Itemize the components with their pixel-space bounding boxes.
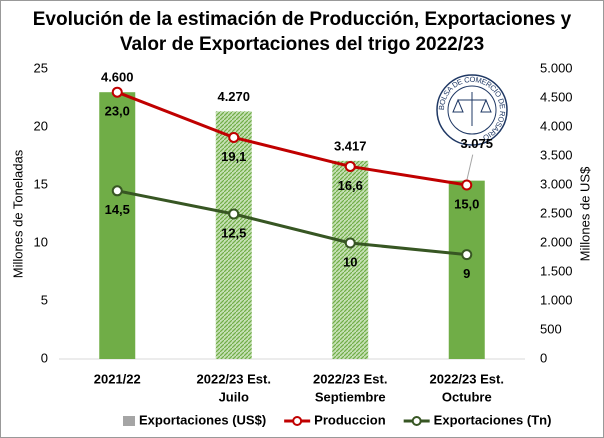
bar-value-label: 4.600 bbox=[101, 70, 134, 85]
marker bbox=[111, 86, 123, 98]
y2-tick-label: 500 bbox=[540, 321, 562, 336]
x-tick-label: 2021/22 bbox=[94, 371, 141, 386]
x-tick-label: Octubre bbox=[442, 389, 492, 404]
line-value-label: 19,1 bbox=[221, 149, 246, 164]
y-tick-label: 5 bbox=[41, 292, 48, 307]
x-tick-label: 2022/23 Est. bbox=[430, 371, 504, 386]
y-tick-label: 10 bbox=[34, 234, 48, 249]
legend-label: Exportaciones (US$) bbox=[139, 412, 266, 427]
y-tick-label: 20 bbox=[34, 118, 48, 133]
line-value-label: 14,5 bbox=[105, 202, 130, 217]
y2-tick-label: 1.000 bbox=[540, 292, 573, 307]
y2-axis-title: Millones de US$ bbox=[577, 166, 592, 261]
bar bbox=[448, 180, 485, 359]
line-value-label: 16,6 bbox=[338, 178, 363, 193]
line bbox=[116, 90, 467, 187]
marker bbox=[344, 160, 356, 172]
bar bbox=[332, 160, 369, 359]
y-tick-label: 0 bbox=[41, 350, 48, 365]
x-tick-label: Juilo bbox=[219, 389, 249, 404]
marker bbox=[228, 131, 240, 143]
y-tick-label: 25 bbox=[34, 60, 48, 75]
y2-tick-label: 1.500 bbox=[540, 263, 573, 278]
bar-value-label: 3.075 bbox=[460, 136, 493, 151]
line-value-label: 10 bbox=[343, 254, 357, 269]
x-tick-label: 2022/23 Est. bbox=[197, 371, 271, 386]
line-value-label: 12,5 bbox=[221, 225, 246, 240]
legend-swatch bbox=[411, 416, 422, 426]
y2-tick-label: 4.000 bbox=[540, 118, 573, 133]
x-tick-label: Septiembre bbox=[315, 389, 386, 404]
legend-label: Exportaciones (Tn) bbox=[434, 412, 552, 427]
y2-tick-label: 2.500 bbox=[540, 205, 573, 220]
line bbox=[116, 189, 467, 257]
y-axis-title: Millones de Toneladas bbox=[10, 149, 25, 278]
legend-swatch bbox=[123, 416, 135, 426]
y2-tick-label: 2.000 bbox=[540, 234, 573, 249]
chart-title: Evolución de la estimación de Producción… bbox=[33, 9, 572, 30]
line-value-label: 23,0 bbox=[105, 104, 130, 119]
line-value-label: 15,0 bbox=[454, 196, 479, 211]
marker bbox=[344, 237, 356, 249]
y2-tick-label: 5.000 bbox=[540, 60, 573, 75]
x-tick-label: 2022/23 Est. bbox=[313, 371, 387, 386]
bar-value-label: 3.417 bbox=[334, 138, 367, 153]
y2-tick-label: 0 bbox=[540, 350, 547, 365]
legend-label: Produccion bbox=[314, 412, 386, 427]
bar bbox=[99, 92, 136, 359]
marker bbox=[228, 208, 240, 220]
y-tick-label: 15 bbox=[34, 176, 48, 191]
y2-tick-label: 3.000 bbox=[540, 176, 573, 191]
legend-swatch bbox=[292, 416, 303, 426]
marker bbox=[461, 179, 473, 191]
bar-value-label: 4.270 bbox=[217, 89, 250, 104]
chart-title: Valor de Exportaciones del trigo 2022/23 bbox=[120, 34, 484, 55]
marker bbox=[111, 185, 123, 197]
line-value-label: 9 bbox=[463, 266, 470, 281]
y2-tick-label: 4.500 bbox=[540, 89, 573, 104]
y2-tick-label: 3.500 bbox=[540, 147, 573, 162]
leader-line bbox=[466, 154, 474, 181]
bar bbox=[215, 111, 252, 359]
marker bbox=[461, 249, 473, 261]
